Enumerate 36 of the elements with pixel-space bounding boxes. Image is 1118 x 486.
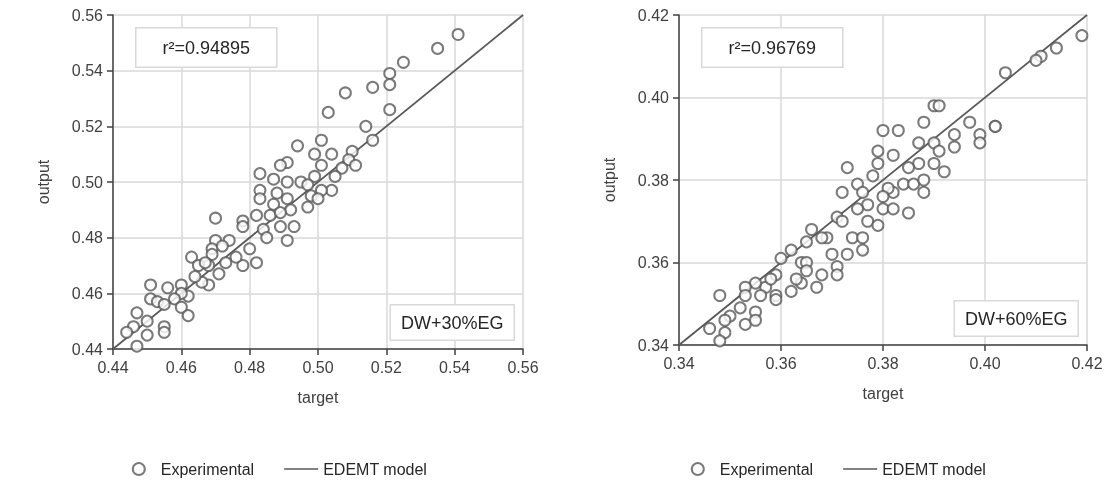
x-tick-label: 0.52	[370, 358, 403, 376]
y-tick-label: 0.48	[71, 229, 104, 247]
y-tick-label: 0.46	[71, 284, 104, 302]
legend-label: EDEMT model	[323, 460, 427, 478]
legend-label: EDEMT model	[882, 460, 986, 478]
y-tick-label: 0.52	[71, 117, 104, 135]
x-tick-label: 0.50	[302, 358, 334, 376]
annotation: DW+30%EG	[400, 312, 504, 333]
y-tick-label: 0.42	[637, 6, 670, 24]
x-tick-label: 0.38	[867, 354, 899, 372]
annotation: r²=0.94895	[162, 37, 251, 58]
x-tick-label: 0.36	[765, 354, 797, 372]
y-tick-label: 0.38	[637, 171, 670, 189]
annotation: DW+60%EG	[964, 308, 1068, 329]
y-tick-label: 0.40	[637, 89, 670, 106]
x-tick-label: 0.44	[97, 358, 129, 376]
y-tick-label: 0.56	[71, 6, 104, 24]
y-tick-label: 0.50	[71, 173, 104, 191]
x-tick-label: 0.56	[507, 358, 539, 376]
legend-label: Experimental	[719, 460, 814, 478]
legend-label: Experimental	[160, 460, 255, 478]
x-tick-label: 0.42	[1071, 354, 1103, 372]
x-tick-label: 0.54	[439, 358, 471, 376]
x-tick-label: 0.46	[165, 358, 198, 376]
x-axis-title: target	[862, 384, 905, 402]
x-tick-label: 0.34	[663, 354, 695, 372]
x-axis-title: target	[297, 388, 340, 406]
y-tick-label: 0.34	[637, 336, 670, 354]
y-axis-title: output	[600, 157, 618, 203]
y-tick-label: 0.36	[637, 254, 670, 271]
y-tick-label: 0.44	[71, 340, 104, 358]
x-tick-label: 0.48	[234, 358, 266, 376]
annotation: r²=0.96769	[728, 37, 817, 58]
y-axis-title: output	[34, 159, 52, 205]
x-tick-label: 0.40	[969, 354, 1001, 372]
y-tick-label: 0.54	[71, 62, 104, 80]
